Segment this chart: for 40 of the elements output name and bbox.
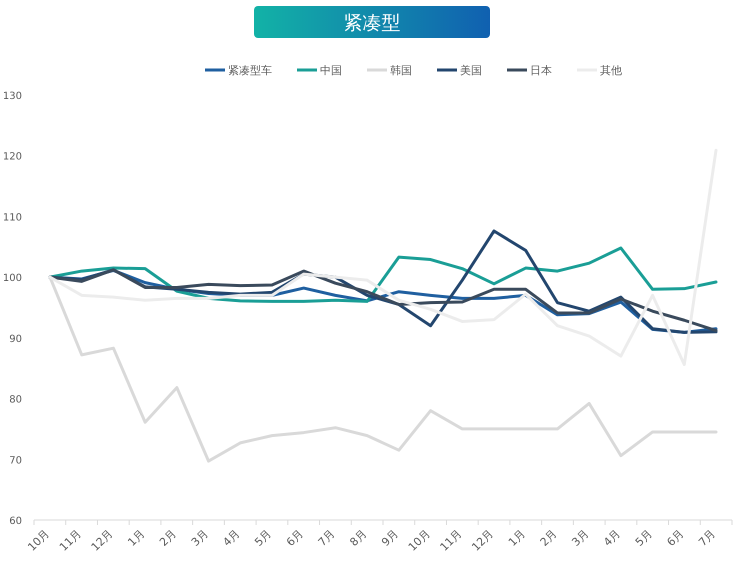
x-tick-label: 11月 [438,526,464,554]
x-tick-label: 4月 [601,526,623,549]
x-tick-label: 12月 [469,526,496,554]
legend-label: 紧凑型车 [228,64,272,77]
x-tick-label: 1月 [125,526,148,549]
line-series [48,148,718,366]
y-tick-label: 120 [2,152,22,163]
x-tick-label: 6月 [284,526,306,549]
x-tick-label: 6月 [664,526,686,549]
x-tick-label: 2月 [157,526,179,549]
x-tick-label: 10月 [406,526,433,554]
x-tick-label: 11月 [56,526,84,554]
y-tick-label: 100 [2,273,22,284]
legend-label: 日本 [530,64,552,77]
y-tick-label: 130 [2,91,22,102]
y-tick-label: 70 [9,455,22,466]
x-tick-label: 2月 [538,526,560,549]
legend-label: 其他 [600,64,622,77]
legend-label: 美国 [460,64,482,77]
x-tick-label: 5月 [632,526,655,549]
x-tick-label: 7月 [696,526,718,549]
chart-title: 紧凑型 [344,12,400,34]
x-tick-label: 8月 [347,526,370,549]
legend-label: 韩国 [390,64,412,77]
x-tick-label: 3月 [188,526,211,549]
y-tick-label: 110 [2,212,22,224]
x-tick-label: 12月 [88,526,116,554]
x-tick-label: 10月 [25,526,52,554]
x-tick-label: 4月 [220,526,242,549]
x-tick-label: 3月 [569,526,592,549]
y-tick-label: 60 [9,516,22,527]
legend-label: 中国 [320,64,342,77]
line-series [48,246,718,303]
x-tick-label: 5月 [252,526,274,549]
line-series [48,276,718,463]
y-tick-label: 90 [9,334,22,345]
y-tick-label: 80 [9,394,22,406]
x-tick-label: 9月 [379,526,401,549]
x-tick-label: 7月 [316,526,338,549]
x-tick-label: 1月 [506,526,528,549]
